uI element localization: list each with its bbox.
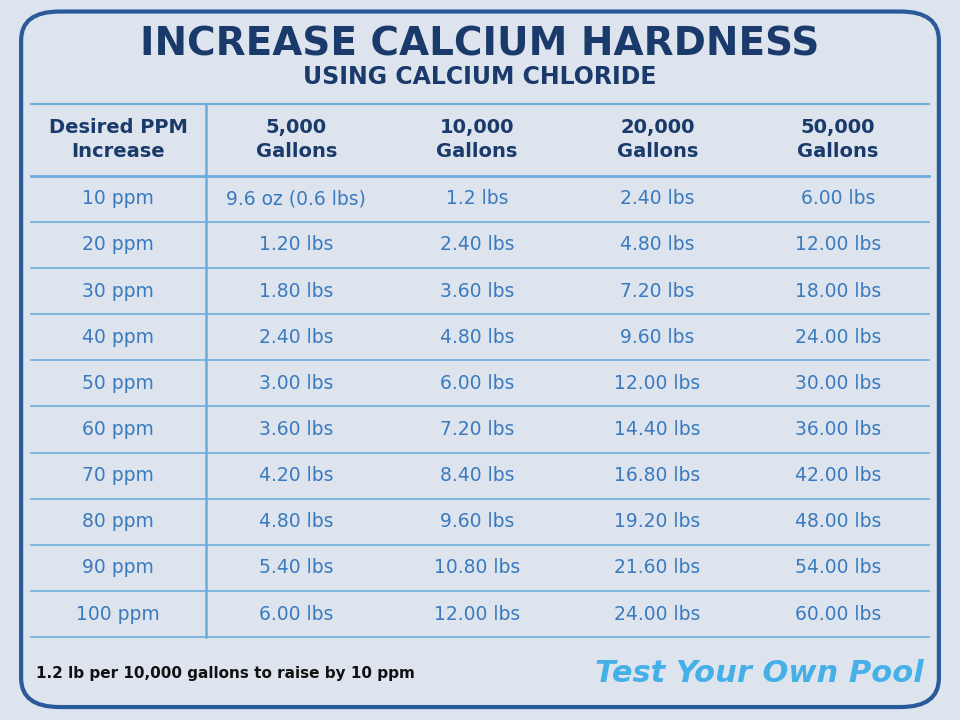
Text: 18.00 lbs: 18.00 lbs xyxy=(795,282,881,300)
Text: 50 ppm: 50 ppm xyxy=(83,374,155,393)
Text: 70 ppm: 70 ppm xyxy=(83,466,155,485)
Text: 24.00 lbs: 24.00 lbs xyxy=(614,605,701,624)
Text: 6.00 lbs: 6.00 lbs xyxy=(440,374,514,393)
Text: 3.00 lbs: 3.00 lbs xyxy=(259,374,333,393)
Text: 1.80 lbs: 1.80 lbs xyxy=(259,282,333,300)
Text: 10,000
Gallons: 10,000 Gallons xyxy=(436,118,517,161)
Text: 2.40 lbs: 2.40 lbs xyxy=(620,189,695,208)
Text: 14.40 lbs: 14.40 lbs xyxy=(614,420,701,439)
Text: 7.20 lbs: 7.20 lbs xyxy=(440,420,514,439)
Text: 12.00 lbs: 12.00 lbs xyxy=(434,605,520,624)
Text: 60 ppm: 60 ppm xyxy=(83,420,155,439)
Text: 3.60 lbs: 3.60 lbs xyxy=(440,282,514,300)
Text: 50,000
Gallons: 50,000 Gallons xyxy=(798,118,878,161)
Text: 1.20 lbs: 1.20 lbs xyxy=(259,235,333,254)
Text: 40 ppm: 40 ppm xyxy=(83,328,155,347)
Text: 36.00 lbs: 36.00 lbs xyxy=(795,420,881,439)
Text: 4.80 lbs: 4.80 lbs xyxy=(620,235,695,254)
Text: 6.00 lbs: 6.00 lbs xyxy=(259,605,333,624)
Text: 5,000
Gallons: 5,000 Gallons xyxy=(255,118,337,161)
Text: 24.00 lbs: 24.00 lbs xyxy=(795,328,881,347)
Text: 60.00 lbs: 60.00 lbs xyxy=(795,605,881,624)
Text: 10.80 lbs: 10.80 lbs xyxy=(434,559,520,577)
Text: USING CALCIUM CHLORIDE: USING CALCIUM CHLORIDE xyxy=(303,65,657,89)
Text: 80 ppm: 80 ppm xyxy=(83,513,155,531)
Text: 1.2 lbs: 1.2 lbs xyxy=(445,189,508,208)
Text: 5.40 lbs: 5.40 lbs xyxy=(259,559,333,577)
Text: 4.80 lbs: 4.80 lbs xyxy=(259,513,333,531)
Text: 16.80 lbs: 16.80 lbs xyxy=(614,466,701,485)
Text: 54.00 lbs: 54.00 lbs xyxy=(795,559,881,577)
Text: Desired PPM
Increase: Desired PPM Increase xyxy=(49,118,188,161)
Text: 19.20 lbs: 19.20 lbs xyxy=(614,513,701,531)
Text: 1.2 lb per 10,000 gallons to raise by 10 ppm: 1.2 lb per 10,000 gallons to raise by 10… xyxy=(36,666,416,680)
Text: 3.60 lbs: 3.60 lbs xyxy=(259,420,333,439)
Text: INCREASE CALCIUM HARDNESS: INCREASE CALCIUM HARDNESS xyxy=(140,26,820,63)
Text: 4.80 lbs: 4.80 lbs xyxy=(440,328,515,347)
Text: 30.00 lbs: 30.00 lbs xyxy=(795,374,881,393)
Text: 12.00 lbs: 12.00 lbs xyxy=(614,374,701,393)
Text: 4.20 lbs: 4.20 lbs xyxy=(259,466,333,485)
Text: 10 ppm: 10 ppm xyxy=(83,189,155,208)
Text: 30 ppm: 30 ppm xyxy=(83,282,155,300)
Text: Test Your Own Pool: Test Your Own Pool xyxy=(595,659,924,688)
Text: 9.60 lbs: 9.60 lbs xyxy=(440,513,514,531)
Text: 2.40 lbs: 2.40 lbs xyxy=(259,328,333,347)
Text: 48.00 lbs: 48.00 lbs xyxy=(795,513,881,531)
Text: 20,000
Gallons: 20,000 Gallons xyxy=(616,118,698,161)
Text: 9.60 lbs: 9.60 lbs xyxy=(620,328,695,347)
Text: 21.60 lbs: 21.60 lbs xyxy=(614,559,701,577)
Text: 2.40 lbs: 2.40 lbs xyxy=(440,235,515,254)
Text: 8.40 lbs: 8.40 lbs xyxy=(440,466,515,485)
Text: 90 ppm: 90 ppm xyxy=(83,559,155,577)
Text: 20 ppm: 20 ppm xyxy=(83,235,155,254)
Text: 42.00 lbs: 42.00 lbs xyxy=(795,466,881,485)
Text: 6.00 lbs: 6.00 lbs xyxy=(801,189,876,208)
Text: 100 ppm: 100 ppm xyxy=(77,605,160,624)
FancyBboxPatch shape xyxy=(21,12,939,707)
Text: 7.20 lbs: 7.20 lbs xyxy=(620,282,695,300)
Text: 9.6 oz (0.6 lbs): 9.6 oz (0.6 lbs) xyxy=(227,189,366,208)
Text: 12.00 lbs: 12.00 lbs xyxy=(795,235,881,254)
